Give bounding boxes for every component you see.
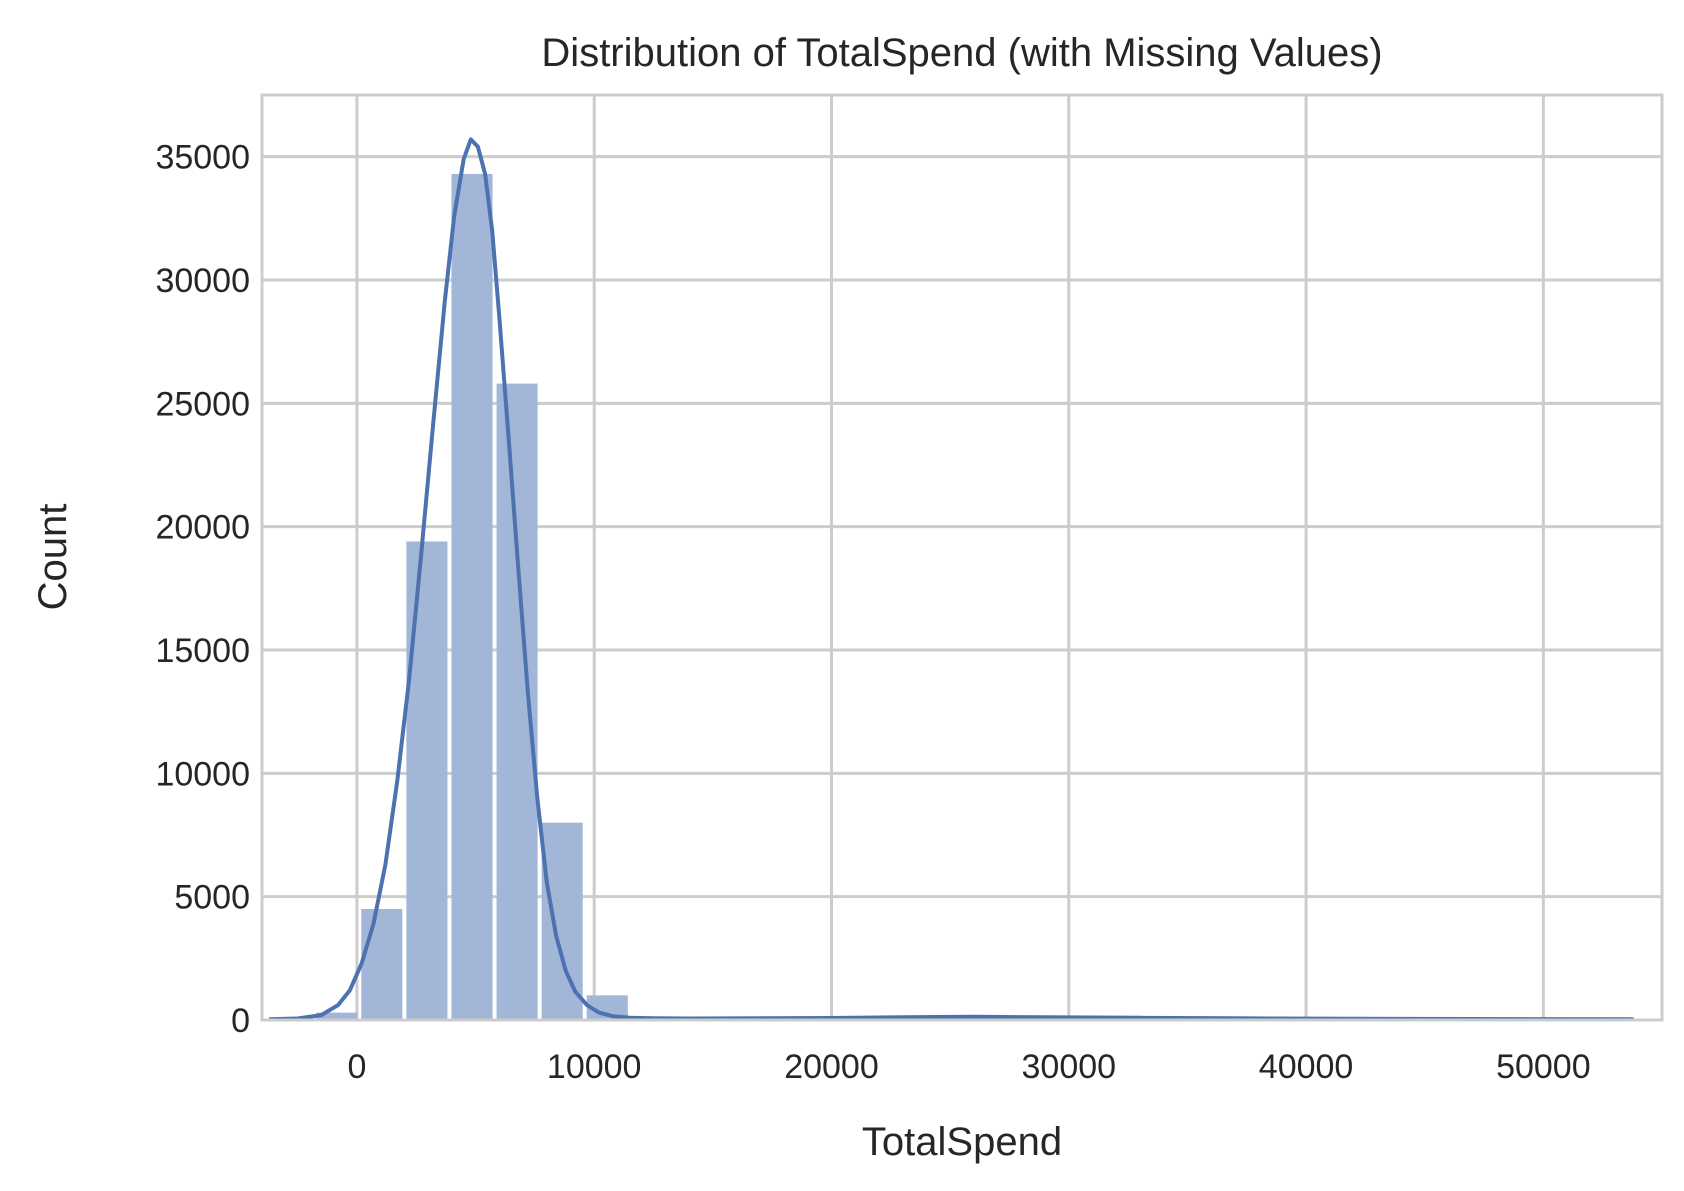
x-tick-label: 30000 (1022, 1048, 1117, 1086)
x-tick-label: 50000 (1496, 1048, 1591, 1086)
histogram-bars (271, 173, 1632, 1021)
y-tick-label: 35000 (155, 139, 250, 177)
plot-frame (260, 93, 1664, 1022)
y-tick-label: 0 (231, 1002, 250, 1040)
y-tick-label: 25000 (155, 385, 250, 423)
histogram-bar (406, 541, 448, 1020)
y-tick-label: 15000 (155, 632, 250, 670)
y-axis-label: Count (31, 504, 75, 611)
histogram-bar (541, 822, 583, 1020)
histogram-bar (451, 173, 493, 1020)
y-tick-label: 10000 (155, 755, 250, 793)
y-tick-label: 30000 (155, 262, 250, 300)
x-tick-label: 0 (347, 1048, 366, 1086)
x-axis-label: TotalSpend (862, 1120, 1062, 1164)
kde-curve (269, 137, 1634, 1022)
x-tick-label: 40000 (1259, 1048, 1354, 1086)
y-tick-label: 5000 (174, 879, 250, 917)
histogram-bar (316, 1012, 358, 1020)
chart-title: Distribution of TotalSpend (with Missing… (541, 31, 1382, 75)
x-tick-labels: 0 10000 20000 30000 40000 50000 (347, 1048, 1590, 1086)
x-tick-label: 20000 (784, 1048, 879, 1086)
histogram-bar (361, 909, 403, 1020)
y-tick-labels: 0 5000 10000 15000 20000 25000 30000 35000 (155, 139, 250, 1040)
y-tick-label: 20000 (155, 509, 250, 547)
histogram-bar (496, 383, 538, 1021)
x-tick-label: 10000 (547, 1048, 642, 1086)
